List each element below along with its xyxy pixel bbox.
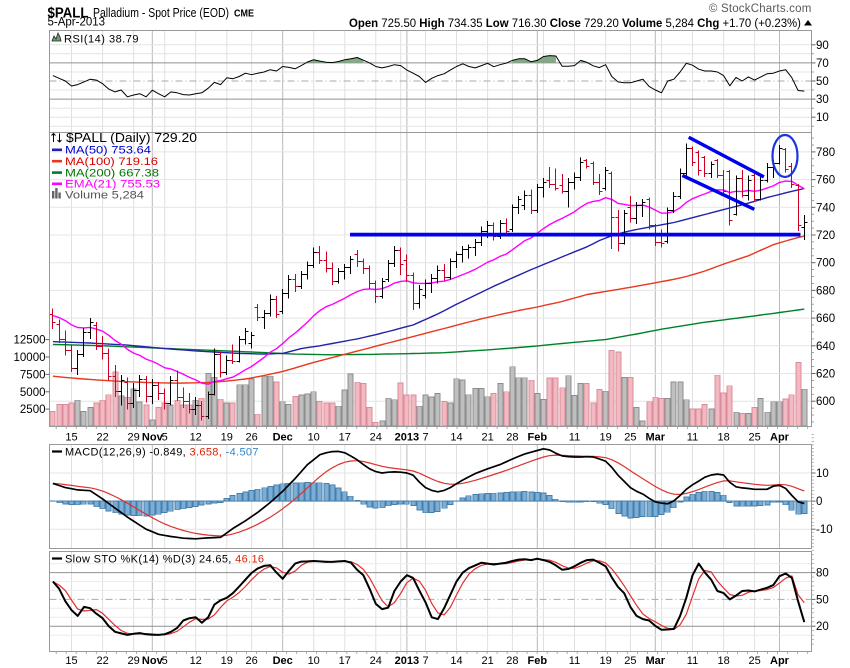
svg-text:Palladium - Spot Price (EOD): Palladium - Spot Price (EOD)	[93, 6, 229, 20]
svg-text:20: 20	[816, 621, 829, 633]
svg-text:7500: 7500	[20, 369, 46, 381]
svg-text:10: 10	[308, 655, 320, 667]
svg-text:24: 24	[370, 432, 382, 444]
svg-text:70: 70	[816, 58, 829, 70]
svg-text:25: 25	[748, 432, 760, 444]
svg-text:600: 600	[816, 396, 835, 408]
svg-text:© StockCharts.com: © StockCharts.com	[709, 3, 812, 15]
svg-text:Apr: Apr	[770, 655, 790, 667]
svg-text:11: 11	[687, 655, 698, 667]
svg-text:24: 24	[370, 655, 382, 667]
svg-text:15: 15	[65, 655, 77, 667]
svg-text:700: 700	[816, 258, 835, 270]
svg-text:50: 50	[816, 594, 829, 606]
svg-text:19: 19	[599, 655, 611, 667]
svg-text:10: 10	[816, 112, 829, 124]
svg-text:12: 12	[190, 432, 202, 444]
svg-text:19: 19	[221, 432, 233, 444]
svg-text:5: 5	[162, 655, 168, 667]
svg-text:14: 14	[450, 655, 462, 667]
svg-text:720: 720	[816, 230, 835, 242]
svg-text:MA(50) 753.64: MA(50) 753.64	[65, 145, 151, 157]
svg-text:2500: 2500	[20, 404, 46, 416]
svg-text:Open 725.50 High 734.35 Low 71: Open 725.50 High 734.35 Low 716.30 Close…	[349, 18, 801, 30]
svg-text:740: 740	[816, 202, 835, 214]
svg-text:26: 26	[245, 655, 257, 667]
svg-text:$PALL (Daily) 729.20: $PALL (Daily) 729.20	[66, 131, 197, 145]
svg-text:28: 28	[506, 655, 518, 667]
svg-text:0: 0	[816, 496, 822, 508]
svg-text:680: 680	[816, 285, 835, 297]
svg-text:21: 21	[481, 655, 493, 667]
svg-text:EMA(21) 755.53: EMA(21) 755.53	[65, 179, 160, 191]
svg-text:30: 30	[816, 94, 829, 106]
svg-text:780: 780	[816, 147, 835, 159]
svg-text:29: 29	[127, 432, 139, 444]
svg-text:29: 29	[127, 655, 139, 667]
svg-text:17: 17	[339, 655, 351, 667]
svg-text:620: 620	[816, 369, 835, 381]
svg-text:10: 10	[308, 432, 320, 444]
svg-text:Nov: Nov	[142, 432, 164, 444]
svg-text:19: 19	[221, 655, 233, 667]
svg-text:90: 90	[816, 40, 829, 52]
svg-text:25: 25	[748, 655, 760, 667]
svg-text:19: 19	[599, 432, 611, 444]
svg-text:25: 25	[624, 655, 636, 667]
svg-text:18: 18	[717, 655, 729, 667]
svg-text:5-Apr-2013: 5-Apr-2013	[48, 17, 106, 29]
svg-text:11: 11	[569, 655, 580, 667]
svg-text:$PALL: $PALL	[48, 6, 89, 22]
svg-text:26: 26	[245, 432, 257, 444]
svg-text:MA(100) 719.16: MA(100) 719.16	[65, 156, 158, 168]
svg-text:11: 11	[569, 432, 580, 444]
svg-text:2013: 2013	[395, 655, 419, 667]
svg-text:15: 15	[65, 432, 77, 444]
svg-text:MA(200) 667.38: MA(200) 667.38	[65, 167, 159, 179]
svg-text:17: 17	[339, 432, 351, 444]
svg-text:12500: 12500	[14, 335, 46, 347]
svg-text:660: 660	[816, 313, 835, 325]
svg-text:7: 7	[422, 432, 428, 444]
svg-text:11: 11	[687, 432, 698, 444]
svg-text:12: 12	[190, 655, 202, 667]
svg-text:MACD(12,26,9) -0.849, 3.658, -: MACD(12,26,9) -0.849, 3.658, -4.507	[65, 447, 259, 459]
svg-text:640: 640	[816, 341, 835, 353]
svg-text:5: 5	[162, 432, 168, 444]
svg-text:10000: 10000	[14, 352, 46, 364]
svg-text:Nov: Nov	[142, 655, 164, 667]
svg-text:2013: 2013	[395, 432, 419, 444]
svg-text:-10: -10	[816, 524, 833, 536]
svg-text:Feb: Feb	[528, 432, 548, 444]
svg-text:Feb: Feb	[528, 655, 548, 667]
svg-text:7: 7	[422, 655, 428, 667]
svg-text:50: 50	[816, 76, 829, 88]
svg-text:80: 80	[816, 568, 829, 580]
svg-text:Dec: Dec	[273, 432, 293, 444]
svg-text:5000: 5000	[20, 387, 46, 399]
svg-text:28: 28	[506, 432, 518, 444]
svg-text:18: 18	[717, 432, 729, 444]
svg-text:22: 22	[96, 655, 108, 667]
svg-text:21: 21	[481, 432, 493, 444]
svg-text:25: 25	[624, 432, 636, 444]
svg-text:Mar: Mar	[646, 432, 666, 444]
svg-text:14: 14	[450, 432, 462, 444]
svg-text:22: 22	[96, 432, 108, 444]
svg-text:760: 760	[816, 175, 835, 187]
svg-text:Mar: Mar	[646, 655, 666, 667]
svg-text:Slow STO %K(14) %D(3) 24.65, 4: Slow STO %K(14) %D(3) 24.65, 46.16	[65, 554, 264, 566]
svg-text:Dec: Dec	[273, 655, 293, 667]
svg-text:Apr: Apr	[770, 432, 790, 444]
svg-text:10: 10	[816, 468, 829, 480]
svg-text:RSI(14) 38.79: RSI(14) 38.79	[64, 34, 139, 46]
svg-text:CME: CME	[234, 9, 254, 20]
svg-text:Volume 5,284: Volume 5,284	[65, 189, 144, 201]
